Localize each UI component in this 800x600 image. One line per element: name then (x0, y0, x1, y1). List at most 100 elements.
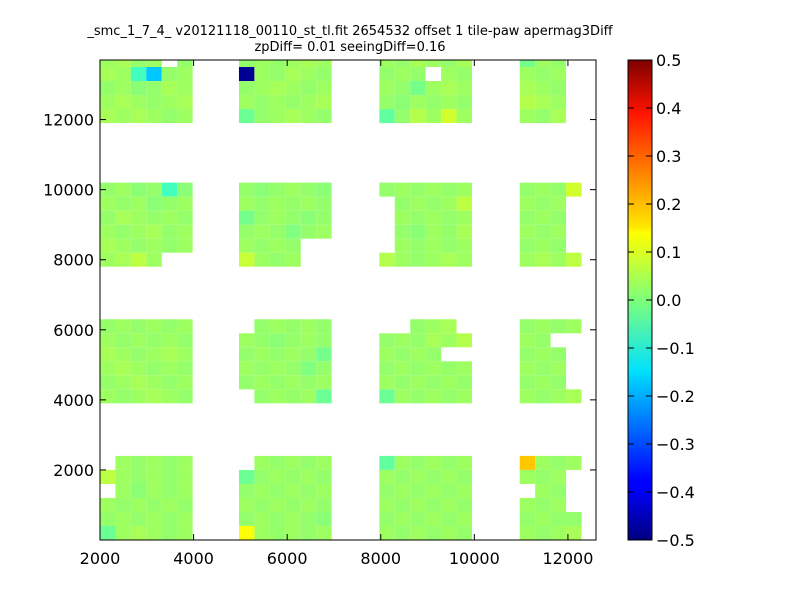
heatmap-cell (379, 60, 395, 68)
heatmap-cell (519, 109, 536, 124)
heatmap-cell (177, 525, 193, 540)
heatmap-cell (394, 333, 411, 348)
heatmap-cell (146, 347, 162, 362)
heatmap-cell (316, 511, 332, 526)
heatmap-cell (550, 361, 567, 376)
heatmap-cell (285, 361, 301, 376)
heatmap-cell (254, 319, 270, 334)
heatmap-cell (115, 182, 131, 197)
heatmap-cell (410, 60, 426, 68)
heatmap-cell (550, 196, 567, 211)
heatmap-cell (456, 67, 472, 82)
colorbar-ticks: 0.5 0.4 0.3 0.2 0.1 0.0 −0.1 −0.2 −0.3 −0.4 −0.5 (628, 51, 695, 550)
heatmap-cell (115, 81, 131, 96)
heatmap-cell (379, 361, 395, 376)
heatmap-cell (456, 375, 472, 390)
heatmap-cell (130, 252, 147, 267)
heatmap-cell (161, 483, 178, 498)
heatmap-cell (456, 333, 472, 348)
heatmap-cell (269, 483, 286, 498)
heatmap-cell (550, 252, 567, 267)
heatmap-cell (425, 525, 442, 540)
heatmap-cell (456, 95, 472, 110)
heatmap-cell (177, 497, 193, 512)
colorbar-tick-label: 0.0 (656, 291, 681, 310)
heatmap-cell (238, 511, 255, 526)
heatmap-cell (130, 361, 147, 376)
heatmap-cell (285, 182, 301, 197)
heatmap-cell (100, 469, 116, 484)
heatmap-cell (456, 224, 472, 239)
heatmap-cell (285, 469, 301, 484)
heatmap-cell (254, 469, 270, 484)
heatmap-cell (130, 81, 147, 96)
heatmap-cell (425, 455, 442, 470)
heatmap-cell (285, 483, 301, 498)
heatmap-cell (316, 67, 332, 82)
heatmap-cell (394, 95, 411, 110)
heatmap-cell (130, 375, 147, 390)
heatmap-cell (566, 319, 582, 334)
heatmap-cell (285, 60, 301, 68)
heatmap-cell (316, 196, 332, 211)
heatmap-cell (254, 95, 270, 110)
heatmap-cell (519, 252, 536, 267)
heatmap-cell (394, 347, 411, 362)
heatmap-cell (394, 210, 411, 225)
heatmap-cell (535, 455, 551, 470)
x-tick-label: 6000 (267, 549, 308, 568)
heatmap-cell (115, 210, 131, 225)
heatmap-cell (550, 389, 567, 404)
heatmap-cell (535, 81, 551, 96)
plot-frame (99, 59, 597, 541)
heatmap-cells (100, 60, 582, 540)
heatmap-cell (177, 389, 193, 404)
heatmap-cell (100, 333, 116, 348)
heatmap-cell (115, 67, 131, 82)
heatmap-cell (379, 347, 395, 362)
heatmap-cell (300, 455, 317, 470)
heatmap-cell (146, 224, 162, 239)
heatmap-cell (254, 196, 270, 211)
heatmap-cell (456, 497, 472, 512)
heatmap-cell (410, 511, 426, 526)
heatmap-cell (535, 375, 551, 390)
heatmap-cell (410, 252, 426, 267)
heatmap-cell (519, 361, 536, 376)
heatmap-cell (441, 238, 457, 253)
heatmap-cell (519, 511, 536, 526)
heatmap-cell (535, 497, 551, 512)
heatmap-cell (550, 483, 567, 498)
heatmap-cell (269, 333, 286, 348)
heatmap-cell (566, 389, 582, 404)
heatmap-cell (425, 252, 442, 267)
heatmap-cell (456, 182, 472, 197)
heatmap-cell (161, 319, 178, 334)
y-tick-label: 6000 (53, 321, 94, 340)
heatmap-cell (394, 389, 411, 404)
heatmap-cell (519, 389, 536, 404)
heatmap-cell (238, 333, 255, 348)
heatmap-cell (425, 483, 442, 498)
y-tick-label: 4000 (53, 391, 94, 410)
colorbar-tick-label: 0.3 (656, 147, 681, 166)
heatmap-cell (269, 95, 286, 110)
heatmap-cell (300, 347, 317, 362)
heatmap-cell (285, 525, 301, 540)
heatmap-cell (456, 81, 472, 96)
heatmap-cell (100, 224, 116, 239)
heatmap-cell (177, 196, 193, 211)
heatmap-cell (254, 525, 270, 540)
heatmap-cell (441, 81, 457, 96)
heatmap-cell (550, 511, 567, 526)
heatmap-cell (285, 81, 301, 96)
heatmap-cell (115, 60, 131, 68)
heatmap-cell (254, 60, 270, 68)
heatmap-cell (269, 67, 286, 82)
chart-subtitle: zpDiff= 0.01 seeingDiff=0.16 (254, 40, 446, 55)
heatmap-cell (254, 224, 270, 239)
heatmap-cell (410, 210, 426, 225)
heatmap-cell (425, 389, 442, 404)
heatmap-cell (238, 109, 255, 124)
heatmap-cell (394, 60, 411, 68)
